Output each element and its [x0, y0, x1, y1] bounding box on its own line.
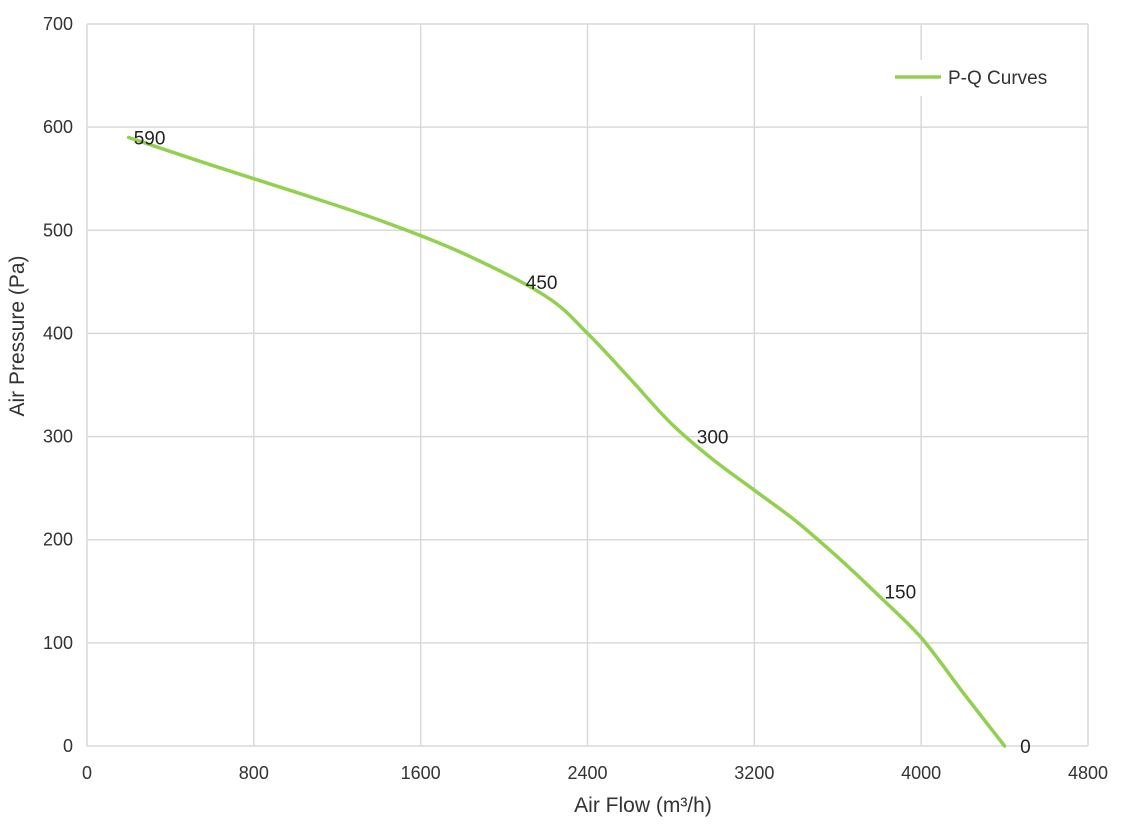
y-tick-label: 600: [43, 117, 73, 137]
y-tick-label: 500: [43, 220, 73, 240]
data-label: 150: [884, 582, 916, 603]
x-axis-title: Air Flow (m³/h): [574, 794, 712, 817]
grid-layer: [86, 23, 1089, 747]
x-tick-label: 800: [239, 763, 269, 783]
data-label: 300: [697, 428, 729, 449]
pq-curve-line: [126, 135, 1007, 748]
y-tick-label: 0: [63, 736, 73, 756]
x-tick-label: 2400: [567, 763, 607, 783]
x-tick-label: 3200: [734, 763, 774, 783]
y-axis-title: Air Pressure (Pa): [6, 255, 29, 416]
x-tick-label: 4000: [901, 763, 941, 783]
data-labels-layer: 590 450 300 150 0: [134, 128, 1031, 758]
y-tick-label: 700: [43, 14, 73, 34]
x-tick-label: 0: [82, 763, 92, 783]
y-tick-label: 400: [43, 323, 73, 343]
x-tick-label: 1600: [401, 763, 441, 783]
y-tick-label: 200: [43, 530, 73, 550]
legend-label: P-Q Curves: [948, 68, 1047, 89]
data-label: 450: [526, 273, 558, 294]
data-label: 0: [1020, 737, 1031, 758]
y-tick-label: 100: [43, 633, 73, 653]
x-tick-label: 4800: [1068, 763, 1108, 783]
data-label: 590: [134, 128, 166, 149]
y-tick-label: 300: [43, 427, 73, 447]
axes-layer: 0 100 200 300 400 500 600 700 0 800 1600 2400 3200 40…: [43, 14, 1108, 783]
legend: P-Q Curves: [885, 60, 1070, 96]
series-layer: [126, 135, 1007, 748]
